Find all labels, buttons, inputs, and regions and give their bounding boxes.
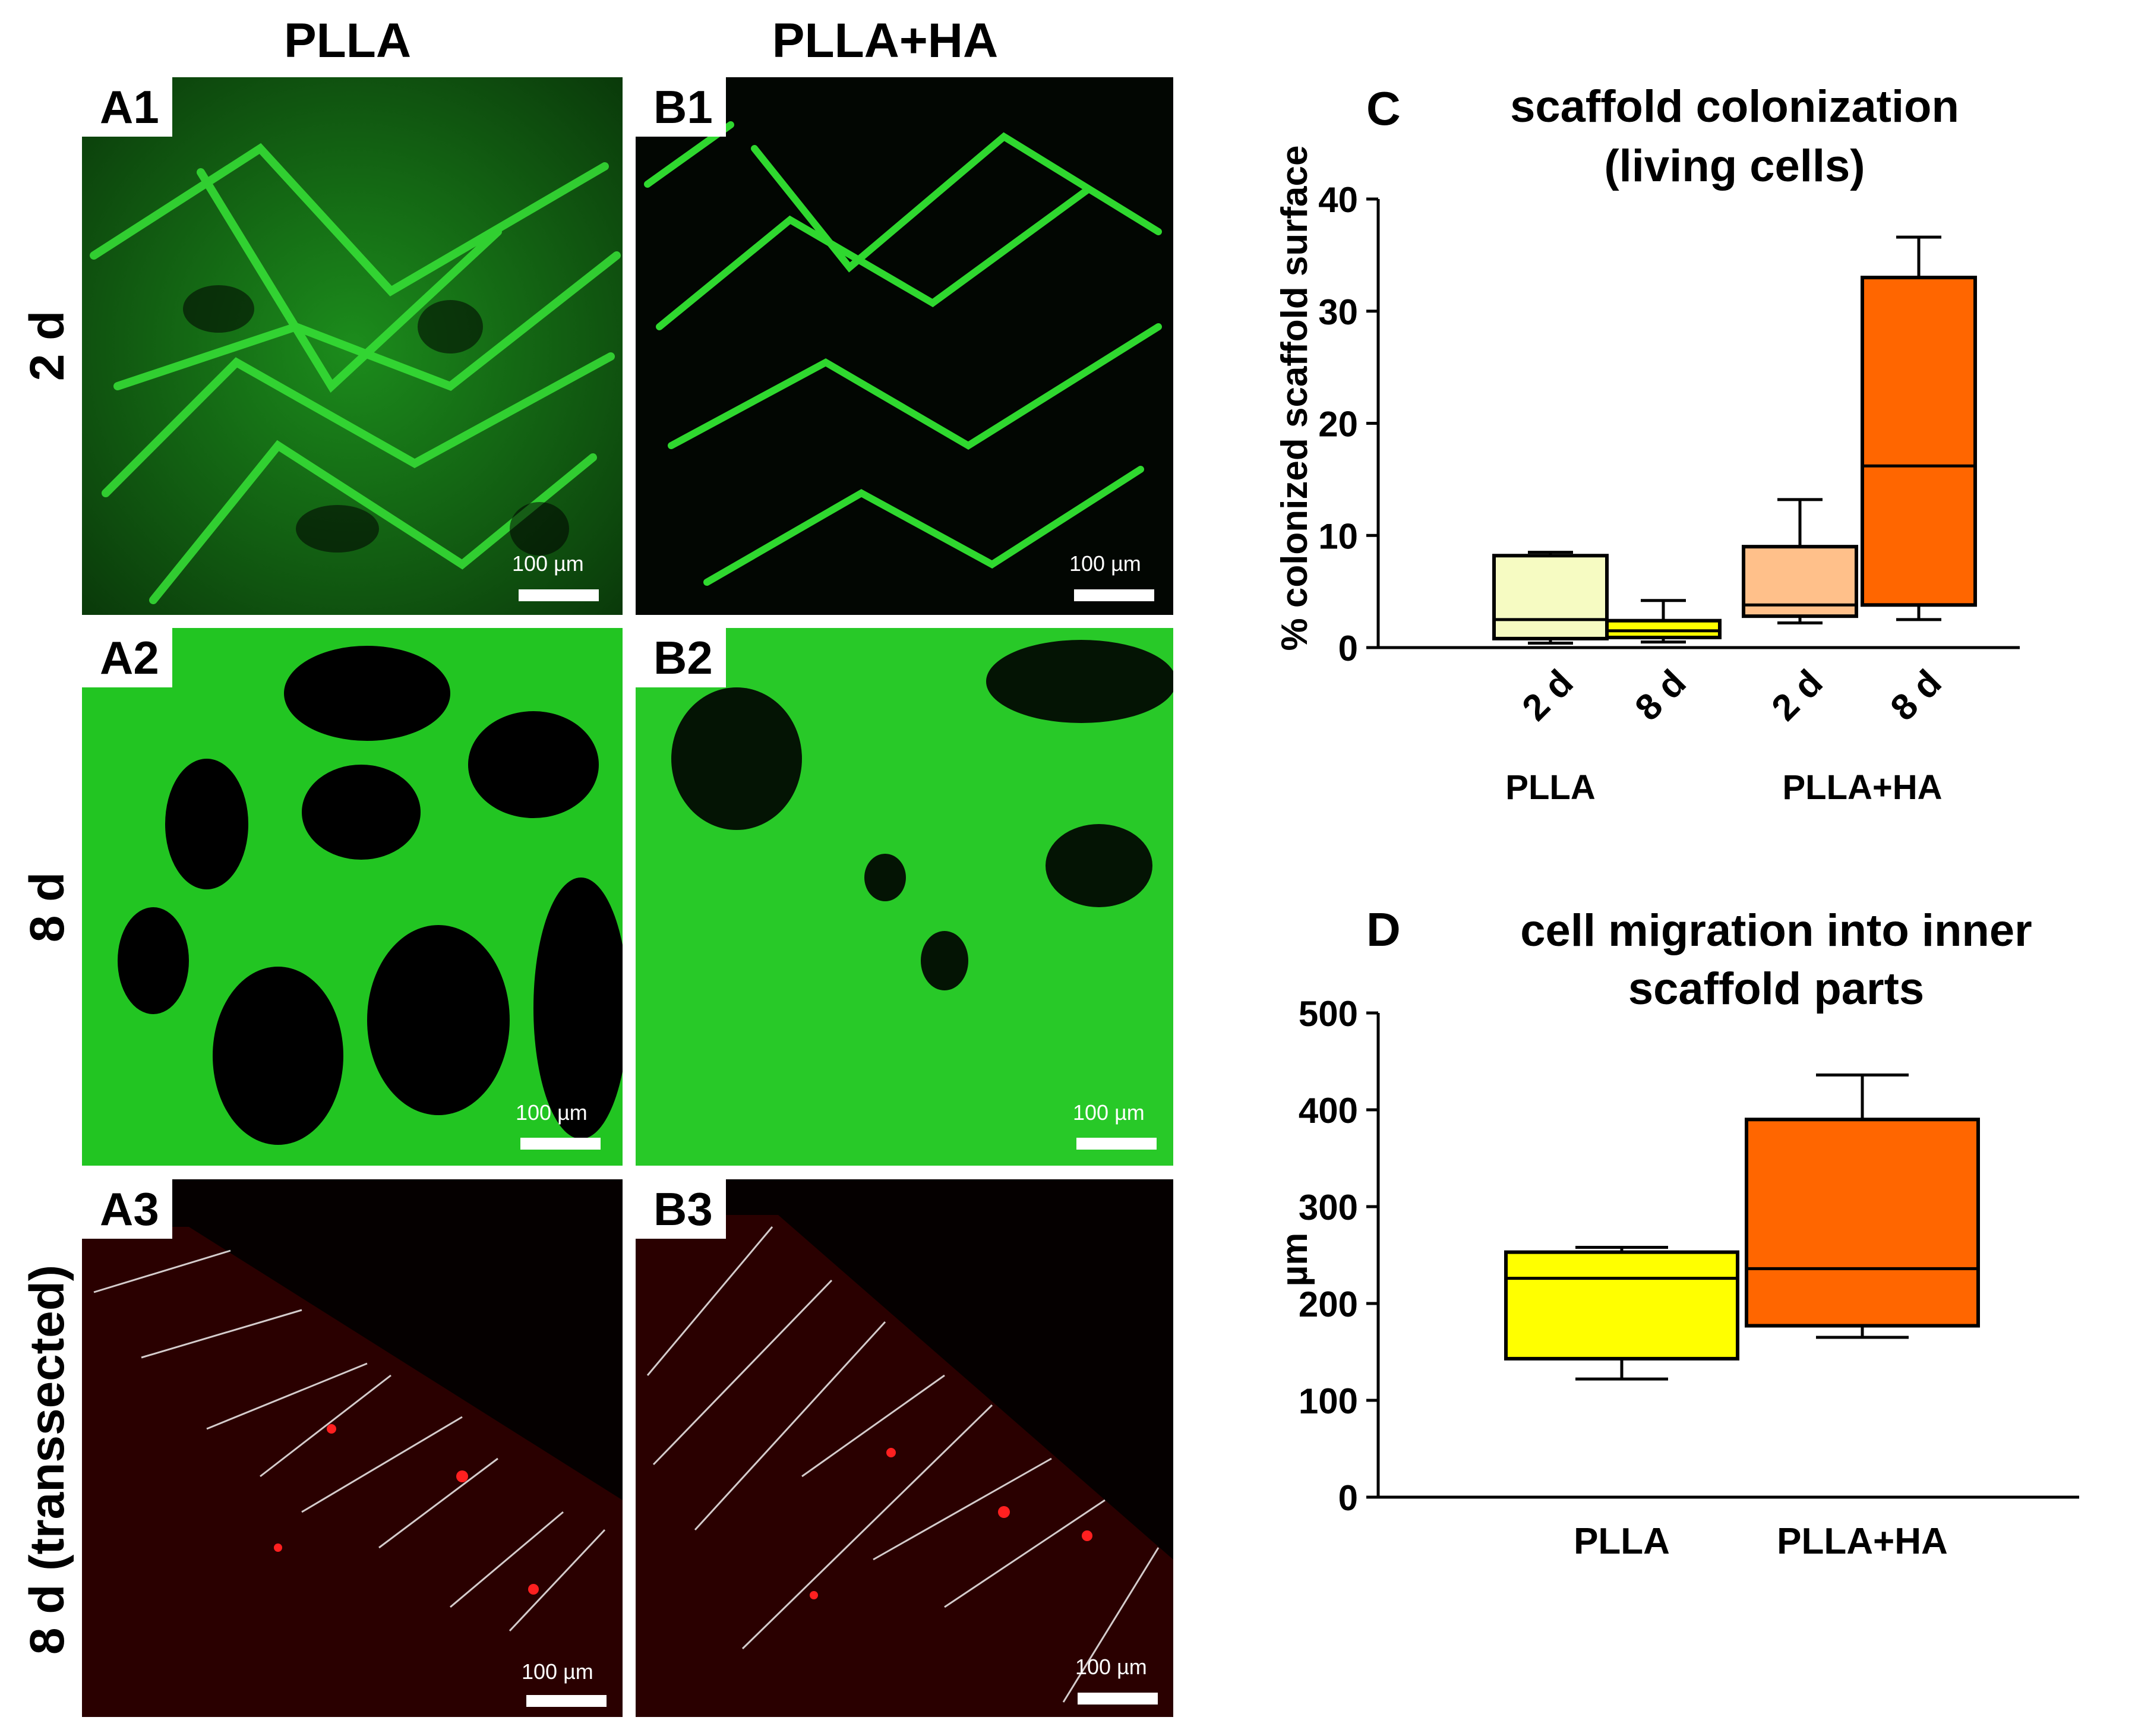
box-iqr — [1605, 618, 1722, 640]
scale-bar-b3 — [1078, 1693, 1158, 1705]
box-plla-2d — [1492, 551, 1609, 645]
micrograph-a2-image — [82, 628, 623, 1166]
y-tick-label: 300 — [1299, 1188, 1358, 1227]
micrograph-b3-image — [636, 1179, 1173, 1717]
box-iqr — [1745, 1118, 1980, 1328]
chart-c-title-line-1: scaffold colonization — [1510, 81, 1959, 132]
y-tick-label: 0 — [1338, 629, 1358, 668]
micrograph-b2: B2 100 µm — [636, 628, 1173, 1166]
y-tick-label: 0 — [1338, 1478, 1358, 1518]
x-tick-label: PLLA+HA — [1777, 1521, 1948, 1562]
y-tick-label: 40 — [1318, 180, 1358, 220]
micrograph-a3: A3 100 µm — [82, 1179, 623, 1717]
micrograph-b1-image — [636, 77, 1173, 615]
x-tick-label: PLLA — [1574, 1521, 1670, 1562]
x-tick-label: 2 d — [1764, 662, 1830, 728]
micrograph-b3: B3 100 µm — [636, 1179, 1173, 1717]
scale-label-b2: 100 µm — [1073, 1100, 1145, 1125]
panel-label-b3: B3 — [636, 1179, 726, 1239]
y-tick-label: 20 — [1318, 405, 1358, 444]
group-label: PLLA — [1505, 768, 1595, 807]
x-tick-label: 8 d — [1883, 662, 1949, 728]
y-tick-label: 500 — [1299, 994, 1358, 1034]
panel-label-b1: B1 — [636, 77, 726, 137]
y-tick-label: 200 — [1299, 1284, 1358, 1324]
box-iqr — [1492, 554, 1609, 640]
box-iqr — [1861, 276, 1977, 607]
box-PLLA+HA — [1745, 1073, 1980, 1339]
x-tick-label: 8 d — [1627, 662, 1694, 728]
y-tick-label: 100 — [1299, 1381, 1358, 1421]
box-plla-8d — [1605, 599, 1722, 644]
row-label-8d-transsected: 8 d (transsected) — [20, 1264, 74, 1655]
row-label-8d: 8 d — [20, 872, 74, 943]
scale-label-b1: 100 µm — [1069, 551, 1141, 576]
scale-label-a1: 100 µm — [512, 551, 584, 576]
column-title-plla-ha: PLLA+HA — [772, 14, 999, 68]
column-title-plla: PLLA — [283, 14, 412, 68]
chart-d-migration: D cell migration into inner scaffold par… — [1274, 903, 2079, 1562]
y-tick-label: 30 — [1318, 292, 1358, 332]
box-plla-ha-2d — [1742, 498, 1858, 624]
chart-c-panel-label: C — [1366, 82, 1401, 135]
box-PLLA — [1504, 1245, 1739, 1381]
chart-c-title-line-2: (living cells) — [1604, 141, 1865, 191]
chart-d-title-line-1: cell migration into inner — [1520, 905, 2032, 956]
chart-c-y-axis-label: % colonized scaffold surface — [1274, 146, 1315, 651]
scale-bar-a3 — [526, 1695, 607, 1707]
panel-label-a2: A2 — [82, 628, 172, 687]
micrograph-a1: A1 100 µm — [82, 77, 623, 615]
panel-label-a1: A1 — [82, 77, 172, 137]
chart-c-colonization: C scaffold colonization (living cells) %… — [1274, 81, 2020, 807]
micrograph-a3-image — [82, 1179, 623, 1717]
chart-d-title-line-2: scaffold parts — [1628, 964, 1924, 1014]
scale-bar-b2 — [1076, 1138, 1157, 1150]
chart-d-y-axis-label: µm — [1274, 1233, 1315, 1287]
y-tick-label: 10 — [1318, 516, 1358, 556]
micrograph-b1: B1 100 µm — [636, 77, 1173, 615]
micrograph-a1-image — [82, 77, 623, 615]
group-label: PLLA+HA — [1782, 768, 1942, 807]
box-plla-ha-8d — [1861, 235, 1977, 621]
scale-bar-b1 — [1074, 589, 1154, 601]
panel-label-a3: A3 — [82, 1179, 172, 1239]
box-iqr — [1504, 1250, 1739, 1361]
chart-d-panel-label: D — [1366, 903, 1401, 956]
scale-label-a3: 100 µm — [522, 1659, 593, 1684]
row-label-2d: 2 d — [20, 310, 74, 381]
scale-bar-a2 — [520, 1138, 601, 1150]
panel-label-b2: B2 — [636, 628, 726, 687]
scale-label-a2: 100 µm — [516, 1100, 588, 1125]
y-tick-label: 400 — [1299, 1091, 1358, 1131]
x-tick-label: 2 d — [1514, 662, 1581, 728]
micrograph-a2: A2 100 µm — [82, 628, 623, 1166]
micrograph-b2-image — [636, 628, 1173, 1166]
scale-bar-a1 — [519, 589, 599, 601]
scale-label-b3: 100 µm — [1075, 1655, 1147, 1679]
